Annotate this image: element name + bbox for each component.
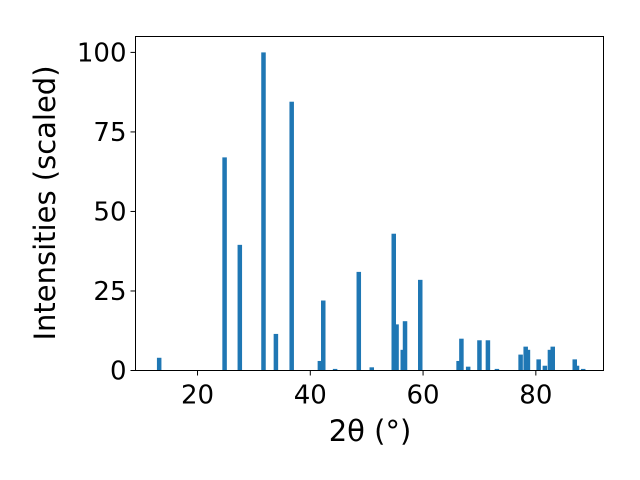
bar xyxy=(572,359,577,371)
bar xyxy=(321,300,326,371)
y-tick-label: 75 xyxy=(93,118,126,148)
bar xyxy=(402,321,408,371)
bar xyxy=(550,346,555,371)
x-tick-label: 40 xyxy=(294,381,327,411)
bar xyxy=(525,349,531,371)
bar xyxy=(289,101,294,371)
bar xyxy=(369,367,375,371)
bar xyxy=(485,340,491,371)
bar xyxy=(237,244,243,371)
bar xyxy=(391,233,396,371)
bar xyxy=(456,360,461,371)
y-tick-label: 50 xyxy=(93,197,126,227)
bars xyxy=(156,52,586,371)
bar xyxy=(261,52,266,371)
bar xyxy=(536,359,541,371)
x-axis-label: 2θ (°) xyxy=(329,414,412,448)
x-tick-label: 80 xyxy=(519,381,552,411)
bar xyxy=(418,279,423,371)
bar xyxy=(394,324,399,371)
y-tick-label: 25 xyxy=(93,277,126,307)
bar xyxy=(580,368,586,371)
bar xyxy=(477,340,482,371)
bar xyxy=(356,271,362,371)
y-tick-label: 0 xyxy=(110,357,127,387)
x-tick-label: 20 xyxy=(181,381,214,411)
y-axis-label: Intensities (scaled) xyxy=(28,65,62,340)
bar xyxy=(494,368,500,371)
bar xyxy=(332,368,338,371)
bar xyxy=(222,157,227,371)
bar xyxy=(542,365,548,371)
bar xyxy=(574,365,580,371)
plot-frame xyxy=(135,36,604,371)
bar xyxy=(156,357,162,371)
x-axis: 20 40 60 80 xyxy=(181,370,552,411)
bar xyxy=(459,338,464,371)
bar xyxy=(317,360,323,371)
bar xyxy=(518,354,523,371)
x-tick-label: 60 xyxy=(407,381,440,411)
bar xyxy=(273,333,279,371)
y-axis: 0 25 50 75 100 xyxy=(77,38,136,387)
bar xyxy=(465,366,471,371)
y-tick-label: 100 xyxy=(77,38,127,68)
bar xyxy=(547,349,553,371)
